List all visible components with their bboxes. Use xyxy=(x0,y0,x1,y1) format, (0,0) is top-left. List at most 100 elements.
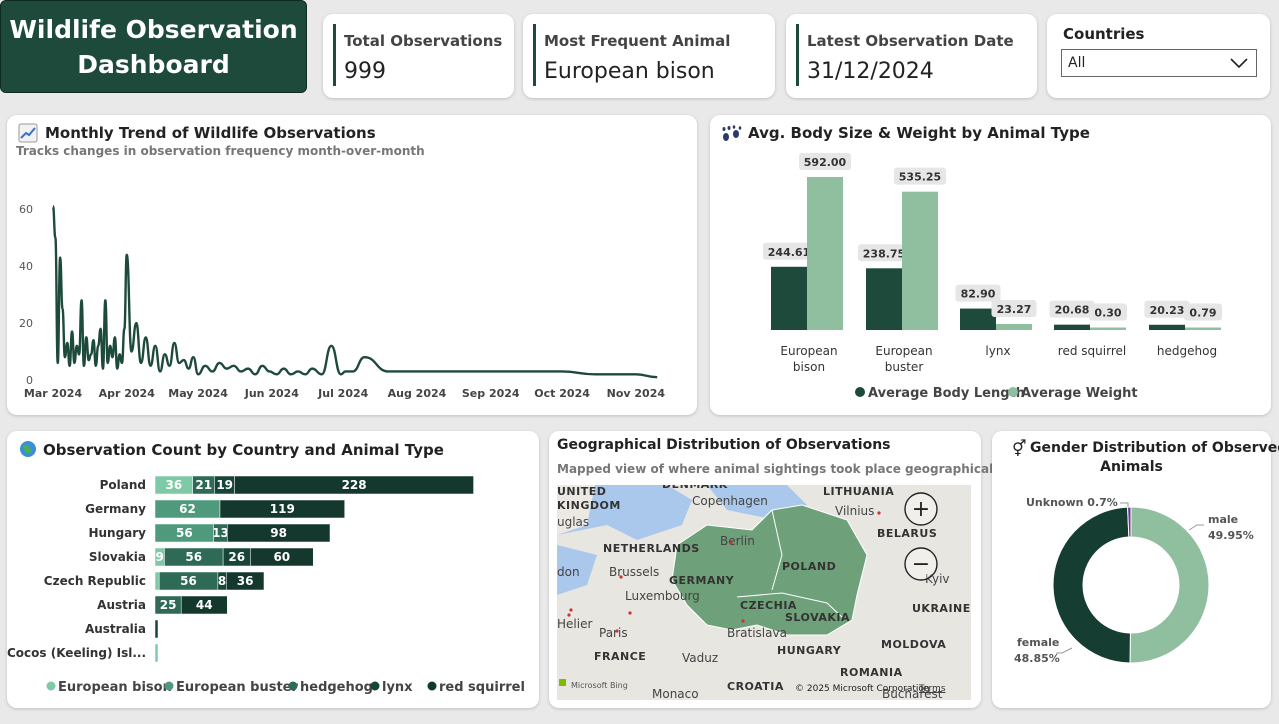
data-label: 98 xyxy=(270,526,287,540)
data-label: 9 xyxy=(156,550,164,564)
legend-label: European buster xyxy=(176,680,298,695)
data-label: 13 xyxy=(212,526,229,540)
data-label: 119 xyxy=(270,502,295,516)
bar xyxy=(771,266,807,330)
donut-slice xyxy=(1129,506,1210,664)
legend-marker xyxy=(370,681,380,691)
bar-segment xyxy=(226,571,265,591)
map-place-label: Helier xyxy=(557,617,592,631)
map-place-label: CZECHIA xyxy=(740,599,797,612)
chart-subtitle: Mapped view of where animal sightings to… xyxy=(557,462,1006,476)
dashboard-title-line2: Dashboard xyxy=(77,49,230,79)
bar-segment xyxy=(219,499,345,519)
data-label-background xyxy=(858,244,910,262)
x-axis-tick-label: Oct 2024 xyxy=(534,387,590,400)
x-axis-category-label: European bison xyxy=(780,344,837,374)
bar-segment xyxy=(227,523,331,543)
data-label: 592.00 xyxy=(804,156,847,169)
chart-subtitle: Tracks changes in observation frequency … xyxy=(16,144,425,158)
map-place-label: UKRAINE xyxy=(912,602,971,615)
map-city-marker xyxy=(628,611,632,615)
map-city-marker xyxy=(741,619,745,623)
map-city-marker xyxy=(729,541,733,545)
dashboard-title-line1: Wildlife Observation xyxy=(9,14,298,44)
map-city-marker xyxy=(877,511,881,515)
data-label: 244.61 xyxy=(768,246,810,259)
x-axis-tick-label: Nov 2024 xyxy=(607,387,666,400)
kpi-total-observations: Total Observations 999 xyxy=(323,14,514,98)
data-label: 0.30 xyxy=(1094,307,1121,320)
country-card: Observation Count by Country and Animal … xyxy=(7,431,539,708)
kpi-accent-bar xyxy=(533,24,536,86)
data-label-background xyxy=(1184,303,1222,321)
data-label-background xyxy=(763,242,815,260)
zoom-out-button[interactable]: − xyxy=(904,547,938,581)
countries-dropdown[interactable]: All xyxy=(1061,49,1257,77)
x-axis-tick-label: Jun 2024 xyxy=(244,387,300,400)
map-place-label: don xyxy=(557,565,580,579)
y-axis-category-label: Poland xyxy=(100,478,146,492)
chart-title: Avg. Body Size & Weight by Animal Type xyxy=(748,124,1090,142)
bar xyxy=(996,323,1032,330)
channel-water xyxy=(557,545,597,595)
y-axis-category-label: Hungary xyxy=(88,526,146,540)
series-line xyxy=(51,205,658,379)
kpi-label: Total Observations xyxy=(344,32,503,50)
globe-icon xyxy=(20,441,36,457)
kpi-value: European bison xyxy=(544,59,715,84)
map-place-label: Paris xyxy=(599,626,628,640)
bar xyxy=(1054,324,1090,330)
y-axis-tick-label: 0 xyxy=(26,374,33,387)
donut-label-category: female xyxy=(1017,636,1059,649)
data-label-background xyxy=(1144,300,1190,318)
zoom-out-circle xyxy=(904,547,938,581)
map-city-marker xyxy=(615,629,619,633)
border-line xyxy=(771,509,783,591)
zoom-in-button[interactable]: + xyxy=(904,492,938,526)
data-label: 23.27 xyxy=(997,303,1032,316)
highlighted-countries-area xyxy=(671,504,868,636)
legend-label: Average Body Length xyxy=(868,386,1025,401)
chart-title-line2: Animals xyxy=(1100,459,1163,475)
data-label: 8 xyxy=(218,574,226,588)
y-axis-category-label: Australia xyxy=(85,622,146,636)
map-place-label: CROATIA xyxy=(727,680,784,693)
x-axis-category-label: lynx xyxy=(985,344,1010,358)
data-label: 82.90 xyxy=(961,288,996,301)
map-city-marker xyxy=(619,575,623,579)
bing-logo-icon xyxy=(559,679,566,686)
map-place-label: HUNGARY xyxy=(777,644,842,657)
map-place-label: Luxembourg xyxy=(625,589,700,603)
data-label: 19 xyxy=(216,478,233,492)
map-place-label: Bucharest xyxy=(882,687,943,700)
donut-label: Unknown 0.7% xyxy=(1026,496,1118,509)
y-axis-category-label: Slovakia xyxy=(89,550,146,564)
leader-line xyxy=(1188,524,1204,531)
map-place-label: LITHUANIA xyxy=(823,485,894,498)
map-place-label: KINGDOM xyxy=(557,499,621,512)
data-label: 44 xyxy=(196,598,213,612)
leader-line xyxy=(1056,647,1073,654)
y-axis-category-label: Cocos (Keeling) Isl... xyxy=(7,646,146,660)
slicer-label: Countries xyxy=(1063,25,1145,43)
paw-prints-icon xyxy=(722,125,742,141)
chart-title: Geographical Distribution of Observation… xyxy=(557,437,891,453)
bar xyxy=(807,177,843,330)
bar xyxy=(1185,327,1221,330)
y-axis-category-label: Germany xyxy=(85,502,146,516)
data-label-background xyxy=(955,284,1001,302)
bar-segment xyxy=(154,571,160,591)
data-label: 36 xyxy=(237,574,254,588)
y-axis-tick-label: 40 xyxy=(19,260,33,273)
bar-segment xyxy=(154,643,159,663)
body-size-bar-chart: 244.61 592.00 European bison 238.75 535.25 Eur… xyxy=(763,153,1222,401)
chart-title-line1: Gender Distribution of Observed xyxy=(1030,440,1279,456)
kpi-value: 999 xyxy=(344,59,386,84)
map-place-label: Monaco xyxy=(652,687,699,700)
map-terms-link[interactable]: Terms xyxy=(918,684,946,694)
bar xyxy=(960,308,996,330)
gender-card: ⚥ Gender Distribution of Observed Animal… xyxy=(992,431,1279,708)
plus-icon: + xyxy=(912,497,930,522)
